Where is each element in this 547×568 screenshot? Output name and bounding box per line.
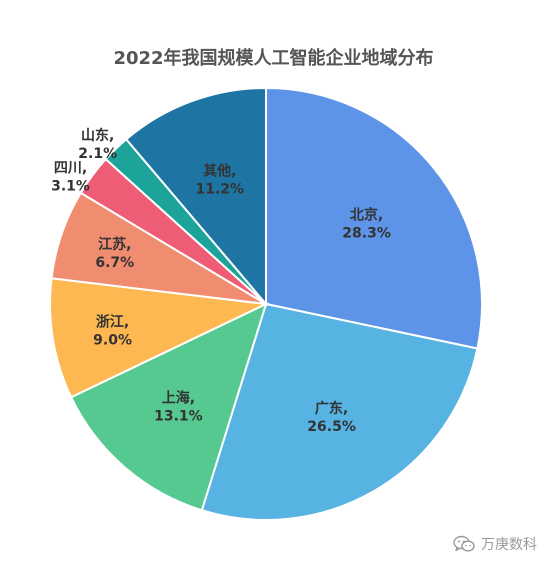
slice-label: 其他, 11.2%: [196, 162, 245, 197]
pie-slice: [200, 302, 479, 521]
slice-label: 上海, 13.1%: [154, 389, 203, 424]
pie-slice: [265, 86, 483, 350]
watermark-text: 万庚数科: [481, 537, 537, 553]
wechat-icon: [453, 535, 475, 552]
watermark: 万庚数科: [453, 534, 537, 554]
pie-slice: [69, 302, 268, 512]
slice-label: 江苏, 6.7%: [95, 236, 134, 271]
chart-title: 2022年我国规模人工智能企业地域分布: [113, 48, 434, 69]
pie-slices: [49, 86, 483, 521]
slice-label: 四川, 3.1%: [51, 160, 90, 194]
pie-slice: [49, 277, 270, 399]
slice-label: 山东, 2.1%: [78, 127, 117, 162]
slice-label: 北京, 28.3%: [342, 206, 391, 241]
pie-slice: [124, 86, 267, 307]
slice-label: 广东, 26.5%: [307, 400, 356, 435]
pie-labels: 北京, 28.3% 广东, 26.5% 上海, 13.1% 浙江, 9.0% 江苏, 6.7% 四川…: [51, 127, 391, 435]
slice-label: 浙江, 9.0%: [93, 313, 132, 348]
